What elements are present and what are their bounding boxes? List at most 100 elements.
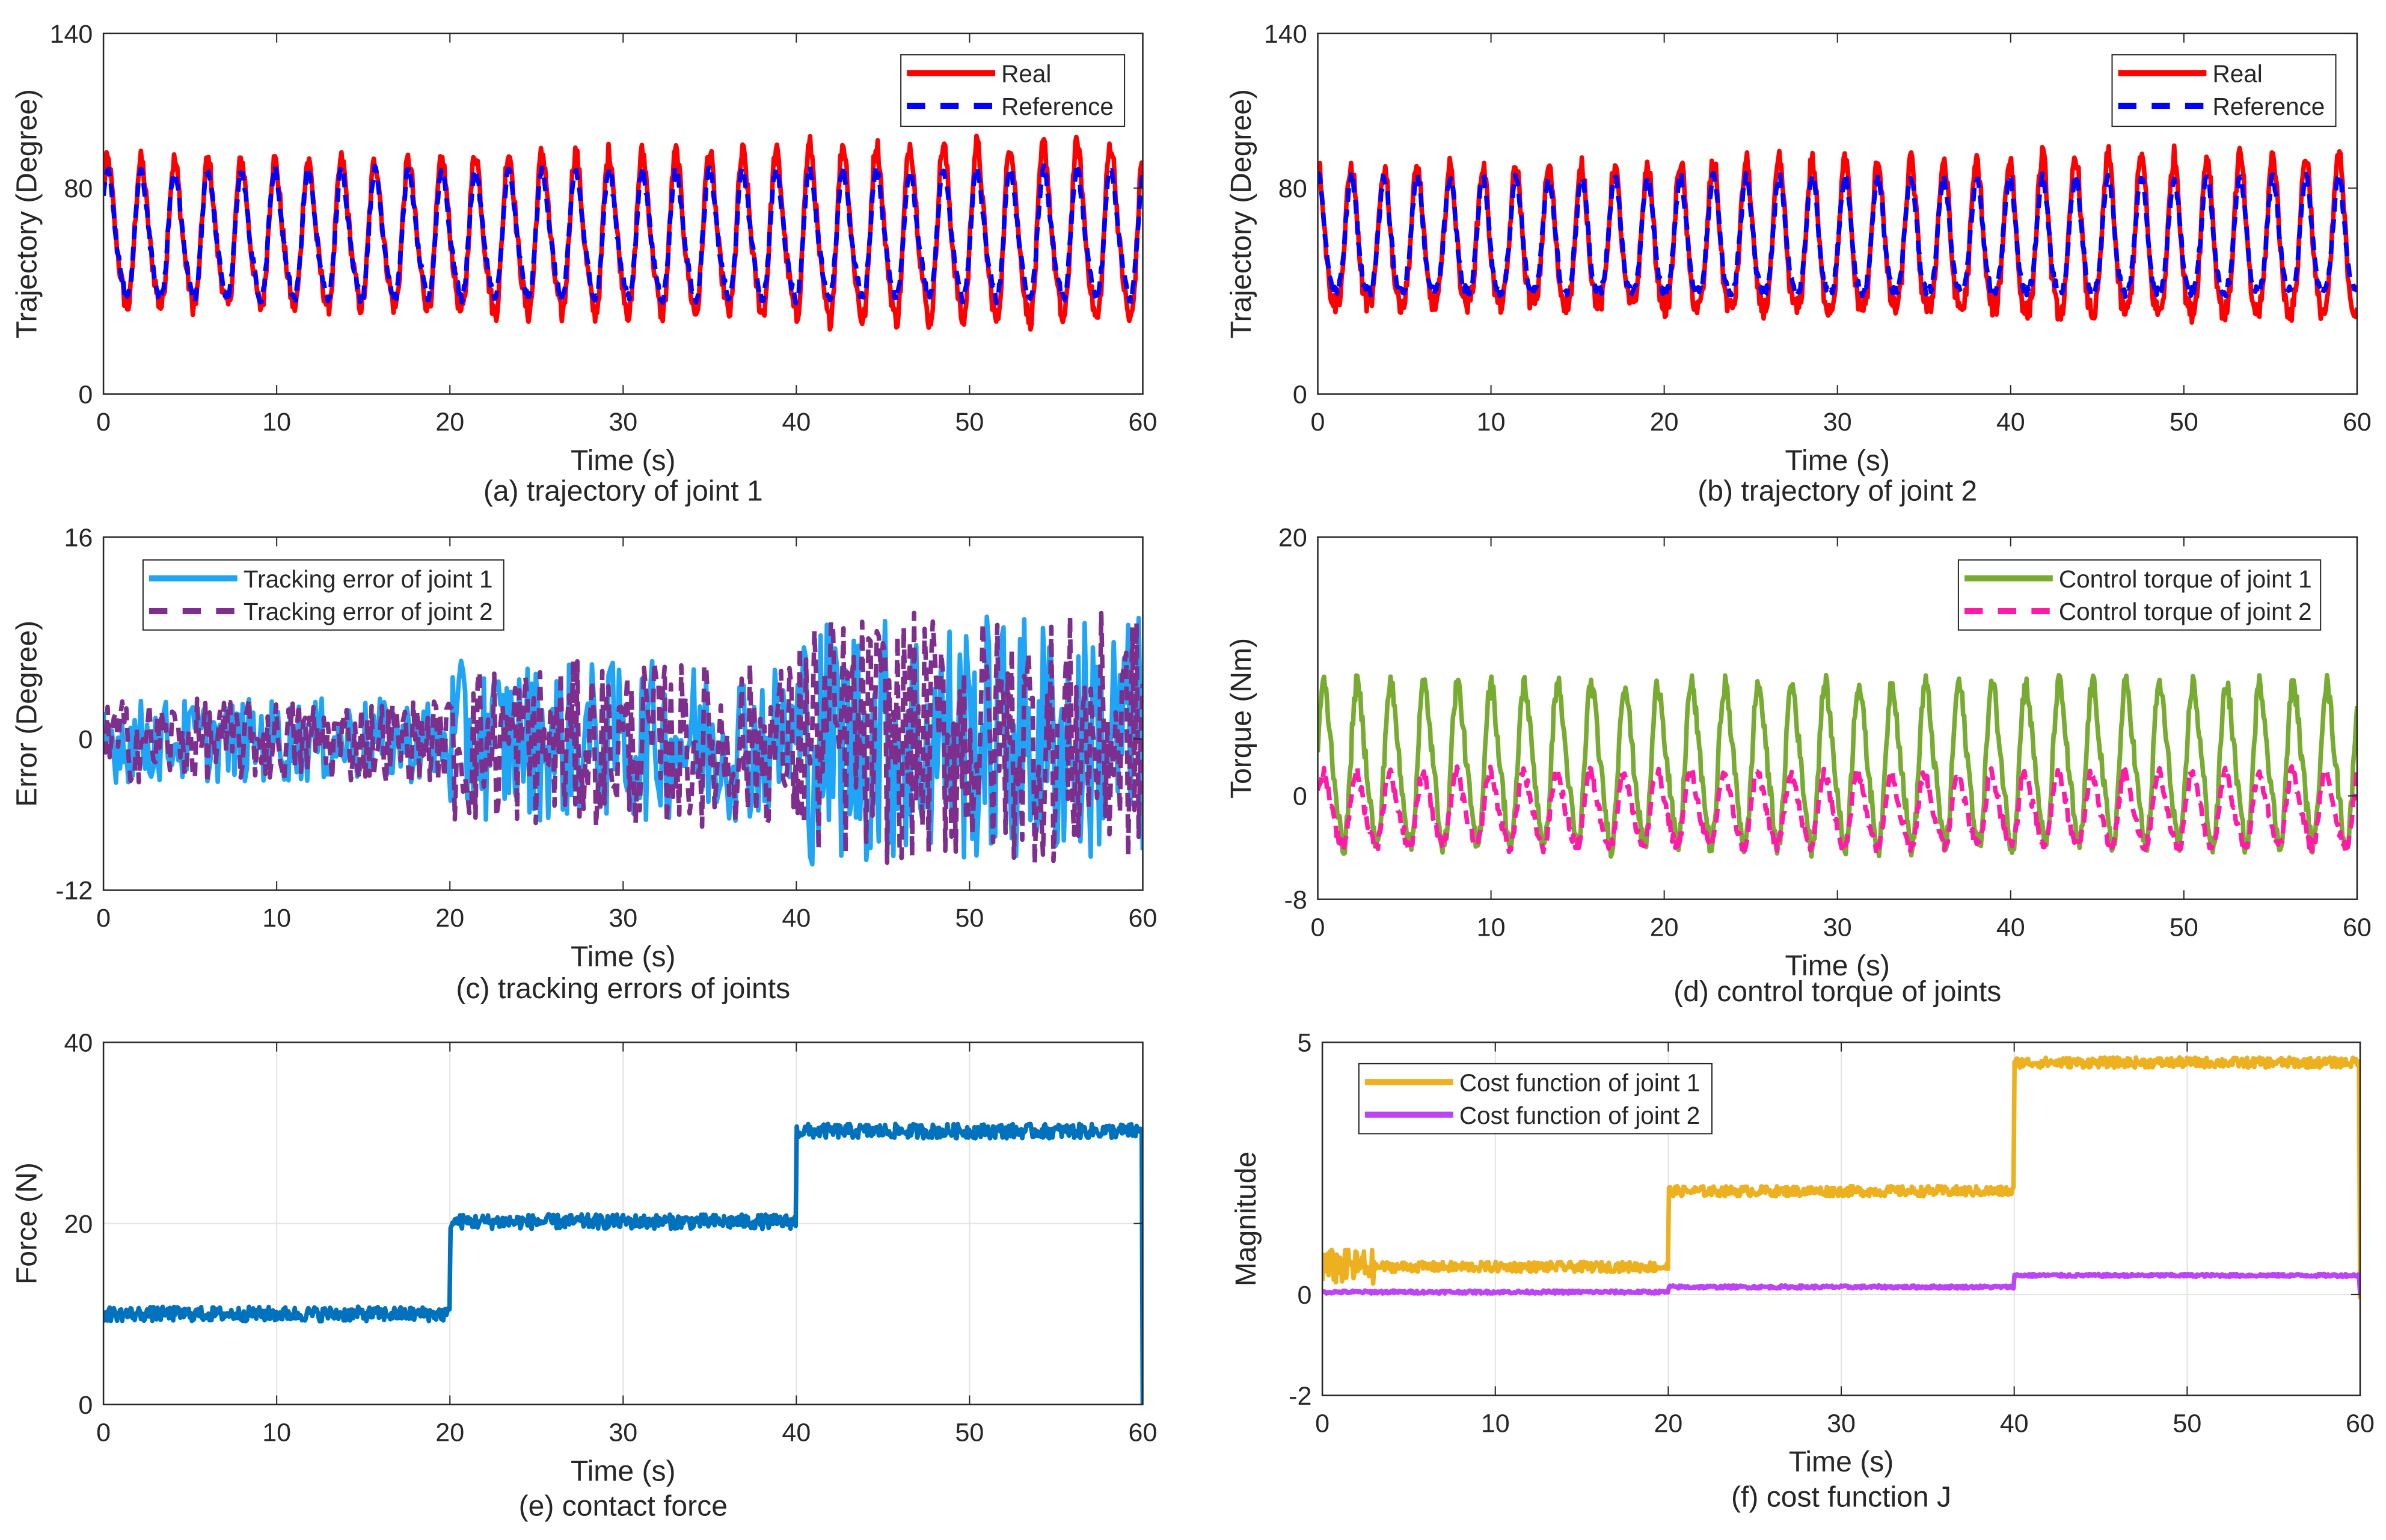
x-tick-label: 40	[782, 408, 811, 437]
series-line-cost-function-of-joint-2	[1322, 1271, 2360, 1296]
x-tick-label: 30	[609, 904, 637, 933]
subplot-caption: (b) trajectory of joint 2	[1697, 475, 1977, 508]
x-tick-label: 30	[609, 408, 637, 437]
subplot-b: 0 10 20 30 40 50 60 0 80 140 Time (s) Trajectory (D…	[1225, 20, 2372, 508]
series-line-control-torque-of-joint-1	[1317, 673, 2357, 859]
legend: Control torque of joint 1 Control torque …	[1957, 559, 2322, 631]
series-line-contact-force	[103, 1121, 1143, 1405]
series-line-tracking-error-of-joint-2	[103, 610, 1143, 867]
x-tick-label: 60	[1129, 904, 1158, 933]
x-tick-label: 10	[1481, 1409, 1510, 1438]
x-tick-label: 10	[262, 408, 291, 437]
x-tick-label: 60	[1129, 408, 1158, 437]
x-tick-label: 20	[435, 408, 464, 437]
y-tick-label: -8	[1284, 886, 1307, 915]
legend-box	[2111, 54, 2337, 127]
legend-label: Control torque of joint 1	[2059, 565, 2312, 593]
legend-label: Control torque of joint 2	[2059, 598, 2312, 625]
y-tick-label: 0	[1293, 381, 1307, 410]
x-tick-label: 20	[435, 904, 464, 933]
legend-label: Tracking error of joint 1	[244, 565, 493, 593]
legend-box	[1358, 1063, 1713, 1135]
x-tick-label: 60	[1129, 1419, 1158, 1447]
y-tick-label: 5	[1297, 1029, 1311, 1058]
x-axis-label: Time (s)	[571, 940, 675, 973]
y-tick-label: 140	[1264, 20, 1307, 49]
x-axis-label: Time (s)	[1785, 949, 1889, 982]
y-axis-label: Force (N)	[11, 1162, 43, 1284]
x-tick-label: 30	[1823, 408, 1852, 437]
x-tick-label: 50	[955, 408, 984, 437]
y-tick-label: 16	[64, 524, 93, 553]
x-tick-label: 10	[1477, 913, 1506, 942]
x-tick-label: 0	[1311, 913, 1325, 942]
y-axis-label: Trajectory (Degree)	[1225, 89, 1257, 339]
y-tick-label: -2	[1289, 1382, 1311, 1411]
x-tick-label: 40	[782, 904, 811, 933]
legend: Real Reference	[2111, 54, 2337, 127]
x-tick-label: 20	[1650, 408, 1679, 437]
y-tick-label: 20	[1278, 524, 1307, 553]
subplot-caption: (f) cost function J	[1731, 1480, 1951, 1513]
legend-label: Cost function of joint 1	[1459, 1069, 1700, 1096]
subplot-caption: (d) control torque of joints	[1673, 975, 2001, 1008]
legend-box	[1957, 559, 2322, 631]
y-tick-label: 0	[1297, 1281, 1311, 1310]
x-tick-label: 40	[2000, 1409, 2029, 1438]
x-axis-label: Time (s)	[571, 444, 675, 477]
x-tick-label: 50	[2173, 1409, 2201, 1438]
x-axis-label: Time (s)	[1785, 444, 1889, 477]
x-tick-label: 0	[96, 1419, 111, 1447]
x-tick-label: 60	[2343, 913, 2372, 942]
x-tick-label: 30	[609, 1419, 637, 1447]
y-tick-label: 20	[64, 1210, 93, 1239]
legend: Tracking error of joint 1 Tracking error …	[142, 559, 504, 631]
x-tick-label: 40	[782, 1419, 811, 1447]
y-axis-label: Error (Degree)	[11, 621, 43, 807]
subplot-a: 0 10 20 30 40 50 60 0 80 140 Time (s) Trajectory (D…	[11, 20, 1158, 508]
x-tick-label: 40	[1996, 408, 2025, 437]
x-tick-label: 30	[1827, 1409, 1856, 1438]
legend-box	[900, 54, 1126, 127]
legend-box	[142, 559, 504, 631]
x-tick-label: 20	[435, 1419, 464, 1447]
y-axis-label: Torque (Nm)	[1225, 638, 1257, 799]
subplot-e: 0 10 20 30 40 50 60 0 20 40 Time (s) Force (N) (e) c…	[11, 1029, 1158, 1523]
y-tick-label: 0	[78, 1391, 93, 1420]
legend: Real Reference	[900, 54, 1126, 127]
x-tick-label: 30	[1823, 913, 1852, 942]
y-tick-label: -12	[55, 877, 93, 906]
legend-label: Cost function of joint 2	[1459, 1102, 1700, 1129]
x-tick-label: 50	[955, 1419, 984, 1447]
subplot-caption: (e) contact force	[519, 1490, 728, 1523]
x-tick-label: 0	[1311, 408, 1325, 437]
legend-label: Reference	[2213, 93, 2325, 120]
y-axis-label: Magnitude	[1230, 1152, 1262, 1287]
x-tick-label: 60	[2346, 1409, 2375, 1438]
y-tick-label: 0	[1293, 782, 1307, 811]
x-axis-label: Time (s)	[571, 1455, 675, 1487]
x-tick-label: 0	[1315, 1409, 1329, 1438]
y-tick-label: 40	[64, 1029, 93, 1058]
y-axis-label: Trajectory (Degree)	[11, 89, 43, 339]
y-tick-label: 0	[78, 725, 93, 754]
series-line-control-torque-of-joint-2	[1317, 764, 2357, 854]
y-tick-label: 80	[64, 174, 93, 203]
x-tick-label: 20	[1654, 1409, 1682, 1438]
x-tick-label: 50	[955, 904, 984, 933]
subplot-caption: (c) tracking errors of joints	[456, 972, 790, 1005]
x-tick-label: 10	[262, 1419, 291, 1447]
x-tick-label: 10	[262, 904, 291, 933]
legend-label: Real	[2213, 60, 2263, 88]
legend: Cost function of joint 1 Cost function of…	[1358, 1063, 1713, 1135]
y-tick-label: 0	[78, 381, 93, 410]
series-line-reference	[1317, 171, 2357, 299]
legend-label: Real	[1001, 60, 1051, 88]
y-tick-label: 80	[1278, 174, 1307, 203]
legend-label: Reference	[1001, 93, 1114, 120]
legend-label: Tracking error of joint 2	[244, 598, 493, 625]
x-tick-label: 0	[96, 408, 111, 437]
